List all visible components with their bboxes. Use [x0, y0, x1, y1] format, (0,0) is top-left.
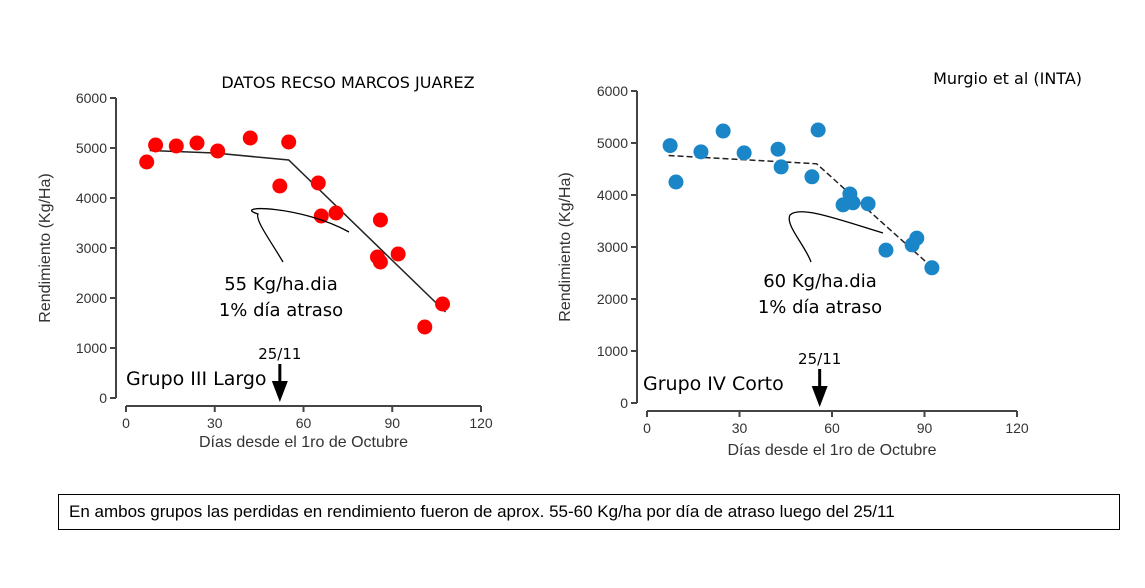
group-label: Grupo IV Corto — [643, 373, 784, 395]
x-tick-label: 30 — [207, 415, 223, 431]
trend-line — [149, 149, 447, 313]
y-tick-label: 2000 — [597, 291, 628, 307]
y-tick-label: 6000 — [76, 90, 107, 106]
y-tick-label: 3000 — [76, 240, 107, 256]
y-tick-label: 0 — [620, 395, 628, 411]
annotation-text: 55 Kg/ha.dia — [224, 274, 338, 295]
x-tick-label: 90 — [917, 420, 933, 436]
trend-line — [668, 154, 935, 270]
x-axis-label: Días desde el 1ro de Octubre — [199, 434, 408, 451]
data-point — [804, 169, 820, 185]
data-point — [189, 135, 205, 151]
annotation-text: 1% día atraso — [219, 300, 343, 321]
y-tick-label: 5000 — [597, 135, 628, 151]
x-axis-label: Días desde el 1ro de Octubre — [727, 442, 936, 459]
x-tick-label: 0 — [643, 420, 651, 436]
data-point — [435, 296, 451, 312]
x-tick-label: 120 — [1005, 420, 1029, 436]
y-tick-label: 1000 — [76, 340, 107, 356]
group-label: Grupo III Largo — [126, 368, 267, 390]
data-point — [148, 137, 164, 153]
data-point — [417, 319, 433, 335]
arrow-down-icon — [271, 381, 288, 402]
data-point — [878, 242, 894, 258]
y-tick-label: 4000 — [597, 187, 628, 203]
data-point — [693, 144, 709, 160]
y-tick-label: 2000 — [76, 290, 107, 306]
data-point — [909, 230, 925, 246]
data-point — [860, 196, 876, 212]
arrow-label: 25/11 — [798, 350, 841, 368]
annotation-text: 60 Kg/ha.dia — [763, 271, 877, 292]
y-tick-label: 0 — [99, 390, 107, 406]
data-point — [372, 254, 388, 270]
y-tick-label: 3000 — [597, 239, 628, 255]
y-tick-label: 6000 — [597, 83, 628, 99]
data-point — [770, 141, 786, 157]
x-tick-label: 90 — [384, 415, 400, 431]
data-point — [773, 159, 789, 175]
summary-note: En ambos grupos las perdidas en rendimie… — [58, 494, 1120, 530]
data-point — [168, 138, 184, 154]
y-tick-label: 4000 — [76, 190, 107, 206]
y-axis-label: Rendimiento (Kg/Ha) — [37, 173, 54, 322]
data-point — [662, 138, 678, 154]
x-tick-label: 0 — [122, 415, 130, 431]
data-point — [924, 260, 940, 276]
arrow-down-icon — [811, 386, 828, 407]
arrow-label: 25/11 — [258, 345, 301, 363]
data-point — [845, 195, 861, 211]
annotation-curve — [250, 207, 350, 263]
annotation-curve — [788, 211, 884, 263]
data-point — [736, 145, 752, 161]
annotation-text: 1% día atraso — [758, 297, 882, 318]
chart-title: Murgio et al (INTA) — [933, 69, 1082, 88]
data-point — [328, 205, 344, 221]
data-point — [715, 123, 731, 139]
data-point — [313, 208, 329, 224]
data-point — [810, 122, 826, 138]
y-tick-label: 1000 — [597, 343, 628, 359]
x-tick-label: 30 — [732, 420, 748, 436]
data-point — [210, 143, 226, 159]
data-point — [242, 130, 258, 146]
x-tick-label: 60 — [824, 420, 840, 436]
y-axis-label: Rendimiento (Kg/Ha) — [557, 172, 574, 321]
data-point — [310, 175, 326, 191]
data-point — [139, 154, 155, 170]
x-tick-label: 120 — [469, 415, 493, 431]
data-point — [281, 134, 297, 150]
data-point — [272, 178, 288, 194]
data-point — [372, 212, 388, 228]
x-tick-label: 60 — [296, 415, 312, 431]
y-tick-label: 5000 — [76, 140, 107, 156]
data-point — [390, 246, 406, 262]
data-point — [668, 174, 684, 190]
chart-title: DATOS RECSO MARCOS JUAREZ — [221, 73, 474, 92]
